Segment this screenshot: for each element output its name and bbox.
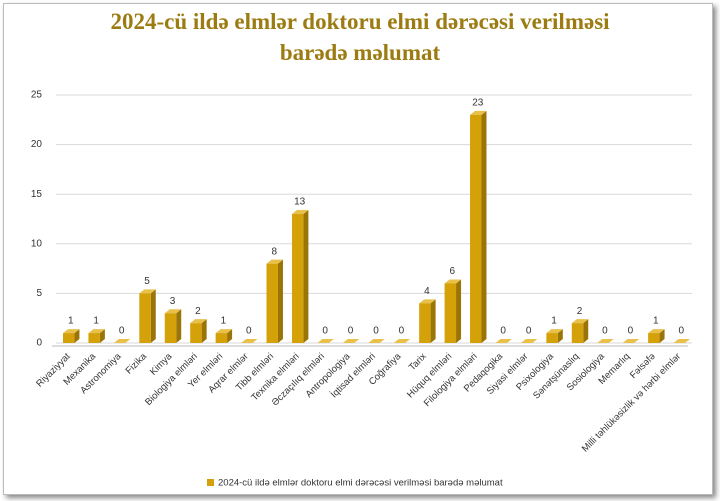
- bar: [419, 303, 431, 343]
- bar-top: [520, 339, 538, 343]
- bar-side: [74, 329, 80, 343]
- bar-side: [659, 329, 665, 343]
- bar: [571, 323, 584, 343]
- bar-top: [342, 339, 360, 343]
- bar: [291, 214, 304, 343]
- y-tick-label: 0: [36, 338, 42, 349]
- value-label: 8: [271, 246, 277, 257]
- bar-side: [430, 299, 436, 343]
- value-label: 0: [526, 326, 532, 337]
- bar-top: [673, 339, 691, 343]
- bar-top: [317, 339, 334, 343]
- bar-side: [150, 289, 156, 343]
- bar: [139, 293, 151, 343]
- bar-side: [456, 279, 462, 343]
- bar-side: [99, 329, 105, 343]
- value-label: 1: [551, 316, 557, 327]
- x-tick-label: Tarix: [407, 351, 429, 373]
- bar-side: [481, 110, 487, 343]
- bar-top: [597, 339, 614, 343]
- bar-top: [291, 210, 309, 215]
- bar-top: [164, 309, 182, 314]
- bar: [444, 283, 457, 343]
- bar-top: [190, 319, 207, 324]
- bar-side: [201, 319, 207, 343]
- value-label: 0: [246, 326, 252, 337]
- value-label: 0: [602, 326, 608, 337]
- bar-top: [470, 110, 487, 115]
- chart-frame: [3, 3, 713, 495]
- bar-top: [419, 299, 436, 304]
- value-label: 0: [348, 326, 354, 337]
- bar-side: [277, 259, 283, 343]
- y-tick-label: 15: [31, 189, 43, 200]
- bar: [215, 333, 228, 343]
- bar: [470, 114, 482, 343]
- value-label: 1: [653, 316, 659, 327]
- bar: [88, 333, 100, 343]
- bar: [190, 323, 202, 343]
- value-label: 0: [322, 326, 328, 337]
- bar-top: [546, 329, 563, 334]
- bar-top: [622, 339, 640, 343]
- bar-top: [241, 339, 258, 343]
- bar-top: [139, 289, 156, 294]
- value-label: 5: [144, 276, 150, 287]
- bar: [648, 333, 660, 343]
- bar-top: [444, 279, 462, 284]
- value-label: 6: [450, 266, 456, 277]
- bar-top: [368, 339, 385, 343]
- bar-top: [648, 329, 665, 334]
- value-label: 2: [195, 306, 201, 317]
- value-label: 3: [170, 296, 176, 307]
- legend-label: 2024-cü ildə elmlər doktoru elmi dərəcəs…: [218, 478, 503, 489]
- y-tick-label: 20: [31, 139, 43, 150]
- bar: [164, 313, 177, 343]
- value-label: 0: [628, 326, 634, 337]
- y-tick-label: 25: [31, 90, 43, 101]
- value-label: 0: [678, 326, 684, 337]
- y-tick-label: 10: [31, 238, 43, 249]
- value-label: 0: [119, 326, 125, 337]
- bar-top: [62, 329, 80, 334]
- bar-top: [571, 319, 589, 324]
- value-label: 0: [373, 326, 379, 337]
- bar-top: [266, 259, 283, 264]
- y-tick-label: 5: [36, 288, 42, 299]
- legend-swatch: [207, 479, 214, 486]
- bar-top: [215, 329, 233, 334]
- value-label: 23: [472, 97, 484, 108]
- bar-top: [88, 329, 105, 334]
- value-label: 13: [294, 197, 306, 208]
- value-label: 0: [500, 326, 506, 337]
- x-tick-label: Fizika: [124, 351, 150, 377]
- bar-side: [557, 329, 563, 343]
- bar-top: [393, 339, 411, 343]
- value-label: 0: [399, 326, 405, 337]
- bar: [546, 333, 558, 343]
- value-label: 1: [68, 316, 74, 327]
- value-label: 4: [424, 286, 430, 297]
- bar: [62, 333, 75, 343]
- chart-title: 2024-cü ildə elmlər doktoru elmi dərəcəs…: [110, 9, 610, 65]
- bar-side: [583, 319, 589, 343]
- bar-side: [227, 329, 233, 343]
- value-label: 1: [221, 316, 227, 327]
- bar-top: [495, 339, 512, 343]
- bar: [266, 263, 278, 343]
- value-label: 1: [93, 316, 99, 327]
- bar-top: [113, 339, 131, 343]
- bar-side: [176, 309, 182, 343]
- bar-side: [303, 210, 309, 343]
- value-label: 2: [577, 306, 583, 317]
